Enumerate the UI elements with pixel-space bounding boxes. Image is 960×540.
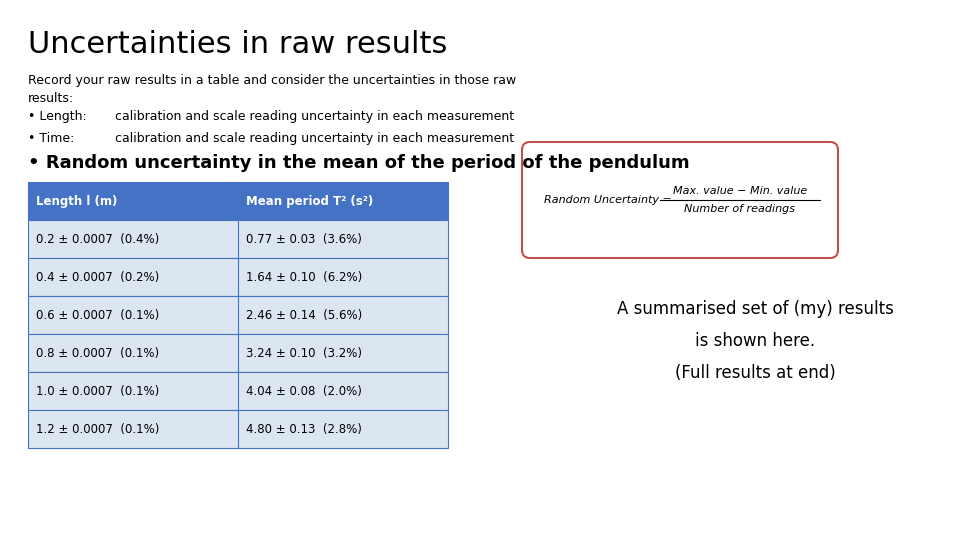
- Text: Length l (m): Length l (m): [36, 194, 117, 207]
- Text: • Random uncertainty in the mean of the period of the pendulum: • Random uncertainty in the mean of the …: [28, 154, 689, 172]
- Text: • Length:: • Length:: [28, 110, 86, 123]
- Text: 1.64 ± 0.10  (6.2%): 1.64 ± 0.10 (6.2%): [246, 271, 362, 284]
- Text: 2.46 ± 0.14  (5.6%): 2.46 ± 0.14 (5.6%): [246, 308, 362, 321]
- FancyBboxPatch shape: [522, 142, 838, 258]
- Bar: [28, 410, 238, 448]
- Bar: [28, 296, 238, 334]
- Text: 4.80 ± 0.13  (2.8%): 4.80 ± 0.13 (2.8%): [246, 422, 362, 435]
- Text: A summarised set of (my) results
is shown here.
(Full results at end): A summarised set of (my) results is show…: [616, 300, 894, 382]
- Text: calibration and scale reading uncertainty in each measurement: calibration and scale reading uncertaint…: [115, 110, 515, 123]
- Bar: [238, 182, 448, 220]
- Text: Number of readings: Number of readings: [684, 204, 796, 214]
- Text: Uncertainties in raw results: Uncertainties in raw results: [28, 30, 447, 59]
- Text: 0.4 ± 0.0007  (0.2%): 0.4 ± 0.0007 (0.2%): [36, 271, 159, 284]
- Text: 0.77 ± 0.03  (3.6%): 0.77 ± 0.03 (3.6%): [246, 233, 362, 246]
- Bar: [238, 334, 448, 372]
- Bar: [238, 258, 448, 296]
- Text: 0.2 ± 0.0007  (0.4%): 0.2 ± 0.0007 (0.4%): [36, 233, 159, 246]
- Text: calibration and scale reading uncertainty in each measurement: calibration and scale reading uncertaint…: [115, 132, 515, 145]
- Text: Max. value − Min. value: Max. value − Min. value: [673, 186, 807, 196]
- Text: 3.24 ± 0.10  (3.2%): 3.24 ± 0.10 (3.2%): [246, 347, 362, 360]
- Bar: [238, 410, 448, 448]
- Bar: [28, 220, 238, 258]
- Text: 4.04 ± 0.08  (2.0%): 4.04 ± 0.08 (2.0%): [246, 384, 362, 397]
- Text: • Time:: • Time:: [28, 132, 74, 145]
- Bar: [28, 182, 238, 220]
- Text: Record your raw results in a table and consider the uncertainties in those raw
r: Record your raw results in a table and c…: [28, 74, 516, 105]
- Text: 1.0 ± 0.0007  (0.1%): 1.0 ± 0.0007 (0.1%): [36, 384, 159, 397]
- Bar: [238, 372, 448, 410]
- Bar: [28, 372, 238, 410]
- Text: 0.8 ± 0.0007  (0.1%): 0.8 ± 0.0007 (0.1%): [36, 347, 159, 360]
- Text: 1.2 ± 0.0007  (0.1%): 1.2 ± 0.0007 (0.1%): [36, 422, 159, 435]
- Bar: [238, 220, 448, 258]
- Bar: [28, 258, 238, 296]
- Bar: [28, 334, 238, 372]
- Text: Mean period T² (s²): Mean period T² (s²): [246, 194, 373, 207]
- Text: 0.6 ± 0.0007  (0.1%): 0.6 ± 0.0007 (0.1%): [36, 308, 159, 321]
- Text: Random Uncertainty =: Random Uncertainty =: [544, 195, 672, 205]
- Bar: [238, 296, 448, 334]
